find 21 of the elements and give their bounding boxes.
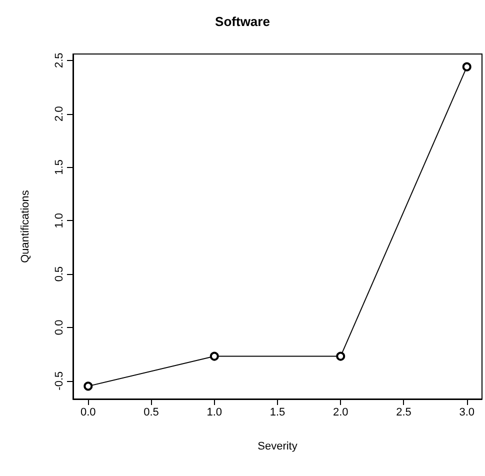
point — [210, 352, 219, 361]
y-tick-label: 1.0 — [54, 212, 66, 228]
x-tick-label: 0.0 — [80, 406, 96, 418]
chart-title: Software — [215, 14, 270, 29]
x-tick-label: 2.5 — [396, 406, 412, 418]
y-tick-label: 2.5 — [54, 52, 66, 68]
y-tick-label: 2.0 — [54, 106, 66, 122]
x-tick-label: 3.0 — [459, 406, 474, 418]
point — [462, 62, 472, 72]
point — [336, 352, 346, 361]
x-tick-label: 1.0 — [206, 406, 222, 418]
y-tick-label: 0.0 — [54, 320, 66, 336]
point — [84, 382, 93, 391]
y-tick-label: 1.5 — [54, 160, 66, 175]
x-tick-label: 2.0 — [332, 406, 348, 418]
x-axis-title: Severity — [258, 440, 298, 452]
x-tick-label: 0.5 — [144, 406, 159, 418]
x-tick-label: 1.5 — [270, 406, 286, 418]
y-tick-label: -0.5 — [54, 371, 66, 390]
y-axis-title: Quantifications — [20, 190, 32, 263]
y-tick-label: 0.5 — [54, 266, 66, 282]
